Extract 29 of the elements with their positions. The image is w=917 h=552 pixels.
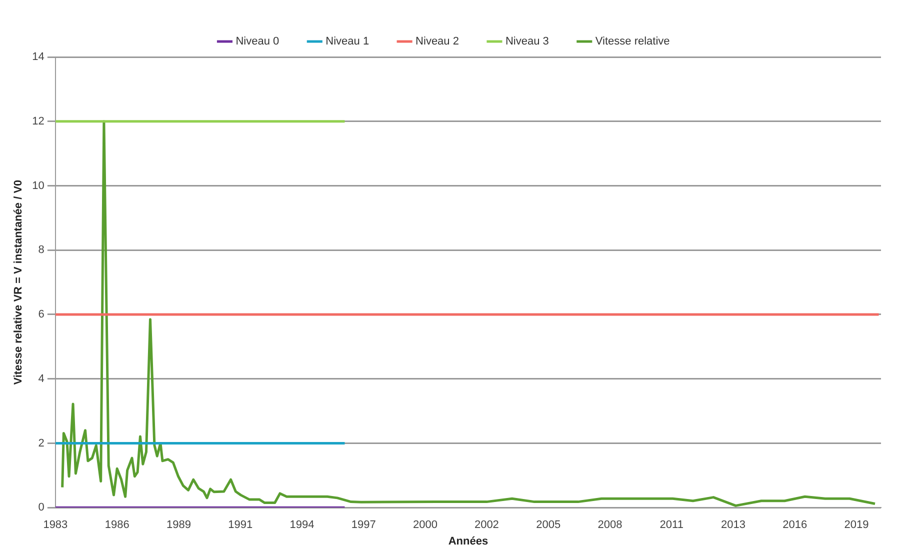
x-axis-title: Années xyxy=(448,535,488,548)
x-tick-label: 2000 xyxy=(413,519,438,532)
y-tick-label: 12 xyxy=(32,115,44,128)
y-tick-label: 0 xyxy=(38,502,44,514)
x-tick-label: 2011 xyxy=(660,519,684,532)
y-axis-title: Vitesse relative VR = V instantanée / V0 xyxy=(12,180,25,385)
x-tick-label: 2019 xyxy=(844,519,869,532)
x-tick-label: 1986 xyxy=(104,519,130,532)
x-tick-label: 2002 xyxy=(474,519,499,532)
x-tick-label: 1994 xyxy=(290,519,314,532)
x-tick-label: 2013 xyxy=(721,519,746,532)
legend-label: Niveau 3 xyxy=(505,36,549,48)
y-tick-label: 4 xyxy=(38,372,44,385)
legend-label: Niveau 1 xyxy=(326,36,370,48)
y-tick-label: 2 xyxy=(38,437,44,450)
x-tick-label: 1983 xyxy=(43,519,68,532)
y-tick-label: 14 xyxy=(32,51,44,64)
x-tick-label: 1997 xyxy=(351,519,376,532)
y-tick-label: 8 xyxy=(38,244,44,256)
x-tick-label: 1989 xyxy=(166,519,191,532)
legend-label: Niveau 2 xyxy=(416,36,459,48)
x-tick-label: 1991 xyxy=(228,519,253,532)
y-tick-label: 6 xyxy=(38,308,44,321)
x-tick-label: 2005 xyxy=(536,519,561,532)
x-tick-label: 2008 xyxy=(598,519,622,532)
x-tick-label: 2016 xyxy=(782,519,808,532)
legend-label: Vitesse relative xyxy=(595,36,670,48)
y-tick-label: 10 xyxy=(32,180,44,192)
legend-label: Niveau 0 xyxy=(236,36,280,48)
